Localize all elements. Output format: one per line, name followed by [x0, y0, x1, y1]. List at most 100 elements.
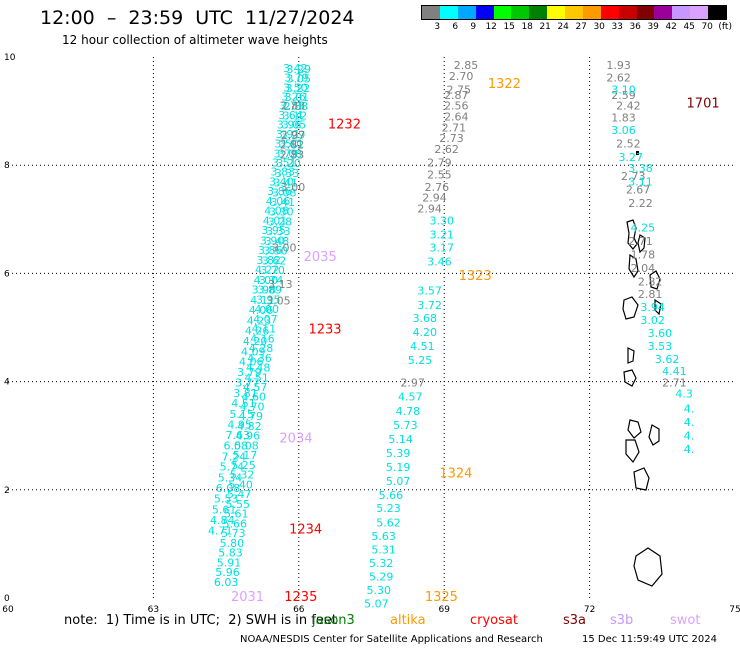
wave-height-label: 4.78	[396, 405, 421, 418]
wave-height-label: 2.82	[638, 276, 663, 289]
wave-height-label: 4.00	[254, 274, 279, 287]
wave-height-label: 4.00	[255, 303, 280, 316]
wave-height-label: 4.08	[264, 205, 289, 218]
wave-height-label: 4.23	[247, 314, 272, 327]
wave-height-label: 4.	[684, 403, 695, 416]
legend-swatch	[582, 6, 601, 19]
legend-label: 27	[575, 22, 587, 32]
legend-label: 3	[434, 22, 441, 32]
wave-height-label: 5.34	[218, 471, 243, 484]
legend-swatches	[421, 5, 727, 20]
wave-height-label: 4.20	[243, 335, 268, 348]
wave-height-label: 5.23	[376, 502, 401, 515]
wave-height-label: 3.33	[266, 225, 291, 238]
satellite-s3a: s3a	[563, 613, 587, 628]
legend-swatch	[708, 6, 726, 19]
wave-height-label: 3.30	[269, 206, 294, 219]
wave-height-label: 2.73	[439, 132, 464, 145]
wave-height-label: 3.38	[628, 162, 653, 175]
wave-height-label: 2.55	[427, 168, 452, 181]
wave-height-label: 4.20	[413, 326, 438, 339]
wave-height-label: 3.12	[283, 109, 308, 122]
legend-label: (ft)	[718, 22, 732, 32]
wave-height-label: 3.60	[648, 327, 673, 340]
coastline-island	[622, 296, 639, 320]
wave-height-label: 3.02	[640, 314, 665, 327]
x-tick-label: 69	[438, 605, 450, 615]
wave-height-label: 2.87	[444, 89, 469, 102]
wave-height-label: 3.81	[233, 387, 258, 400]
wave-height-label: 4.16	[250, 332, 275, 345]
satellite-altika: altika	[390, 613, 426, 628]
wave-height-label: 1.93	[606, 59, 631, 72]
wave-height-label: 3.01	[279, 138, 304, 151]
wave-height-label: 3.28	[268, 215, 293, 228]
wave-height-label: 2.83	[281, 100, 306, 113]
wave-height-label: 4.09	[241, 345, 266, 358]
wave-height-label: 3.30	[430, 214, 455, 227]
wave-height-label: 5.25	[231, 459, 256, 472]
pass-time-label: 1325	[425, 590, 458, 605]
wave-height-label: 3.79	[237, 366, 262, 379]
wave-height-label: 3.00	[281, 181, 306, 194]
pass-time-label: 1233	[308, 323, 341, 338]
coastline-island	[626, 219, 638, 250]
page-title: 12:00 – 23:59 UTC 11/27/2024	[40, 7, 355, 29]
wave-height-label: 3.98	[252, 284, 277, 297]
coastline-island	[637, 234, 646, 254]
wave-height-label: 3.08	[278, 147, 303, 160]
wave-height-label: 5.62	[376, 516, 401, 529]
wave-height-label: 2.73	[621, 170, 646, 183]
wave-height-label: 4.25	[631, 221, 656, 234]
satellite-s3b: s3b	[610, 613, 634, 628]
wave-height-label: 3.94	[640, 301, 665, 314]
satellite-jason3: jason3	[312, 613, 355, 628]
wave-height-label: 7.63	[225, 429, 250, 442]
pass-time-label: 1323	[459, 269, 492, 284]
wave-height-label: 4.26	[245, 325, 270, 338]
pass-time-label: 2035	[304, 250, 337, 265]
wave-height-label: 4.41	[662, 365, 687, 378]
wave-height-label: 4.48	[246, 362, 271, 375]
wave-height-label: 3.05	[287, 73, 312, 86]
wave-height-label: 3.90	[260, 234, 285, 247]
wave-height-label: 3.05	[282, 119, 307, 132]
wave-height-label: 6.03	[214, 576, 239, 589]
wave-height-label: 4.01	[263, 214, 288, 227]
wave-height-label: 4.3	[675, 388, 693, 401]
wave-height-label: 3.13	[268, 278, 293, 291]
wave-height-label: 2.76	[425, 181, 450, 194]
wave-height-label: 3.74	[259, 274, 284, 287]
wave-height-label: 2.97	[400, 377, 425, 390]
wave-height-label: 3.86	[267, 185, 292, 198]
coastline-island	[648, 424, 660, 446]
wave-height-label: 3.77	[235, 377, 260, 390]
legend-label: 12	[485, 22, 497, 32]
wave-height-label: 5.80	[220, 537, 245, 550]
wave-height-label: 3.70	[260, 264, 285, 277]
wave-height-label: 4.71	[208, 524, 233, 537]
wave-height-label: 5.07	[364, 597, 389, 610]
wave-height-label: 2.71	[628, 235, 653, 248]
wave-height-label: 5.61	[212, 503, 237, 516]
wave-height-label: 4.82	[237, 420, 262, 433]
legend-label: 45	[683, 22, 695, 32]
coastline-island	[633, 467, 650, 491]
wave-height-label: 2.59	[611, 89, 636, 102]
wave-height-label: 4.84	[210, 514, 235, 527]
wave-height-label: 3.26	[281, 90, 306, 103]
pass-time-label: 2034	[279, 431, 312, 446]
legend-swatch	[565, 6, 583, 19]
legend-label: 39	[647, 22, 659, 32]
wave-height-label: 2.83	[280, 148, 305, 161]
wave-height-label: 5.32	[369, 557, 394, 570]
coastline-island	[627, 419, 642, 439]
wave-height-label: 4.95	[227, 418, 252, 431]
wave-height-label: 3.22	[286, 82, 311, 95]
wave-height-label: 4.	[684, 430, 695, 443]
wave-height-label: 3.79	[273, 147, 298, 160]
wave-height-label: 3.01	[285, 91, 310, 104]
wave-height-label: 4.	[684, 416, 695, 429]
x-tick-label: 60	[2, 605, 14, 615]
legend-swatch	[547, 6, 565, 19]
